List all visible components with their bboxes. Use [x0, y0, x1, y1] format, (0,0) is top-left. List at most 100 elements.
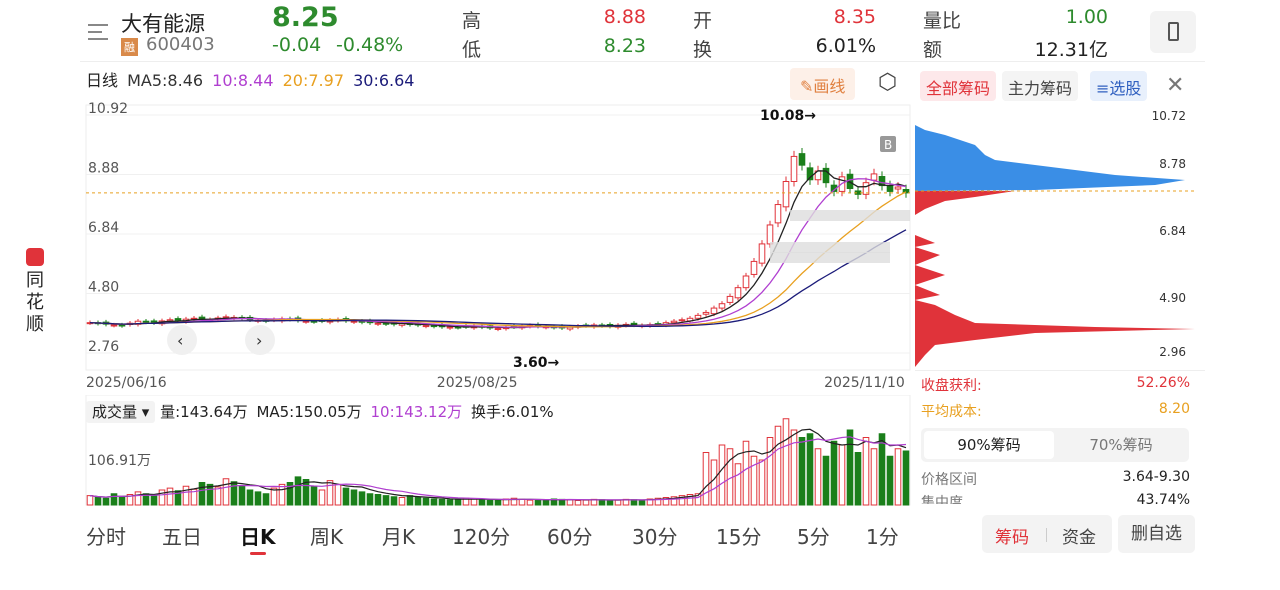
- candlestick-chart[interactable]: 10.92 8.88 6.84 4.80 2.76 2025/06/16 2025/08/2…: [80, 100, 915, 395]
- device-rotate-icon: [1167, 22, 1179, 41]
- tab-period-10[interactable]: 1分: [866, 525, 899, 549]
- settings-hexagon-icon[interactable]: ⬡: [878, 70, 898, 95]
- open-value: 8.35: [833, 6, 876, 28]
- volume-bar: [446, 499, 454, 506]
- tab-period-6[interactable]: 60分: [547, 525, 593, 549]
- concentration-value: 43.74%: [1136, 492, 1190, 504]
- tab-period-8[interactable]: 15分: [716, 525, 762, 549]
- volume-bar: [630, 499, 638, 506]
- volume-bar: [582, 499, 590, 506]
- volume-bar: [534, 500, 542, 506]
- volume-bar: [742, 440, 750, 506]
- volume-bar: [382, 495, 390, 506]
- tab-period-5[interactable]: 120分: [452, 525, 511, 549]
- funds-button[interactable]: 资金: [1062, 528, 1096, 548]
- tab-main-chips[interactable]: 主力筹码: [1002, 71, 1079, 101]
- scroll-left-button: [167, 325, 197, 355]
- volume-bar: [486, 500, 494, 506]
- candle: [774, 204, 782, 224]
- volume-bar: [166, 487, 174, 506]
- draw-line-button[interactable]: ✎画线: [790, 68, 856, 100]
- candle: [422, 325, 430, 328]
- volume-bar: [214, 486, 222, 506]
- remove-watchlist-button[interactable]: 删自选: [1118, 515, 1195, 553]
- candle: [694, 314, 702, 319]
- chip-y-tick: 4.90: [1159, 291, 1186, 305]
- candle: [862, 182, 870, 195]
- gap-zone: [770, 252, 890, 263]
- ma30-line: [89, 229, 907, 327]
- ma10-value: 10:8.44: [212, 71, 274, 90]
- price-range-label: 价格区间: [921, 472, 977, 488]
- volume-chart[interactable]: 106.91万: [80, 395, 915, 510]
- candle: [118, 324, 126, 327]
- menu-icon[interactable]: [88, 24, 108, 40]
- volume-bar: [862, 437, 870, 506]
- chip-y-tick: 10.72: [1151, 109, 1186, 123]
- candle: [806, 167, 814, 181]
- volume-bar: [110, 493, 118, 506]
- tab-period-7[interactable]: 30分: [632, 525, 678, 549]
- volume-bar: [254, 491, 262, 506]
- volume-bar: [238, 485, 246, 506]
- brand-name: 同花顺: [26, 270, 44, 335]
- volume-bar: [126, 494, 134, 506]
- volume-bar: [782, 418, 790, 506]
- volume-bar: [854, 452, 862, 506]
- close-icon[interactable]: ✕: [1166, 73, 1185, 98]
- tab-period-9[interactable]: 5分: [797, 525, 830, 549]
- candle: [766, 224, 774, 245]
- tab-90-chips[interactable]: 90%筹码: [924, 431, 1054, 459]
- volume-bar: [358, 491, 366, 506]
- tab-period-1[interactable]: 五日: [162, 525, 202, 549]
- high-label: 高: [462, 10, 482, 32]
- volume-bar: [158, 489, 166, 506]
- low-value: 8.23: [603, 35, 646, 57]
- volume-bar: [670, 496, 678, 506]
- volume-bar: [662, 497, 670, 506]
- volume-bar: [542, 499, 550, 506]
- volume-bar: [758, 459, 766, 506]
- ma20-value: 20:7.97: [282, 71, 344, 90]
- tab-period-3[interactable]: 周K: [310, 525, 344, 549]
- candle: [374, 322, 382, 325]
- candle: [894, 186, 902, 190]
- volume-bar: [478, 499, 486, 506]
- candle: [110, 324, 118, 327]
- volume-bar: [638, 499, 646, 506]
- turnover-label: 换: [693, 39, 713, 61]
- chip-profit-area: [915, 125, 1185, 191]
- tab-all-chips[interactable]: 全部筹码: [920, 71, 997, 101]
- volume-bar: [422, 497, 430, 506]
- tab-period-0[interactable]: 分时: [86, 525, 126, 549]
- candle: [758, 243, 766, 264]
- chip-loss-area: [915, 191, 1195, 367]
- volume-bar: [510, 497, 518, 506]
- volume-bar: [454, 498, 462, 506]
- volume-y-tick: 106.91万: [88, 453, 151, 469]
- chips-button[interactable]: 筹码: [995, 528, 1029, 548]
- volume-dropdown[interactable]: 成交量 ▾: [86, 401, 156, 423]
- volume-bar: [526, 499, 534, 506]
- y-tick-label: 8.88: [88, 161, 119, 177]
- volume-bar: [318, 489, 326, 506]
- y-tick-label: 10.92: [88, 101, 128, 117]
- tab-stock-picker[interactable]: ≡选股: [1090, 71, 1148, 101]
- chevron-right-icon: ›: [256, 331, 262, 350]
- chip-stats-divider: [915, 370, 1205, 371]
- tab-70-chips[interactable]: 70%筹码: [1089, 436, 1153, 454]
- high-value: 8.88: [603, 6, 646, 28]
- volume-bar: [182, 485, 190, 506]
- stock-picker-label: 选股: [1109, 79, 1142, 98]
- candle: [902, 189, 910, 194]
- tab-period-4[interactable]: 月K: [382, 525, 416, 549]
- device-rotate-button[interactable]: [1150, 11, 1196, 53]
- chips-funds-toggle: [982, 515, 1112, 553]
- volume-bar: [94, 497, 102, 506]
- ma10-line: [89, 178, 907, 328]
- volume-bar: [878, 433, 886, 506]
- tab-period-2[interactable]: 日K: [240, 521, 276, 555]
- volume-bar: [494, 499, 502, 506]
- avg-cost-value: 8.20: [1158, 401, 1190, 417]
- volume-bar: [294, 476, 302, 506]
